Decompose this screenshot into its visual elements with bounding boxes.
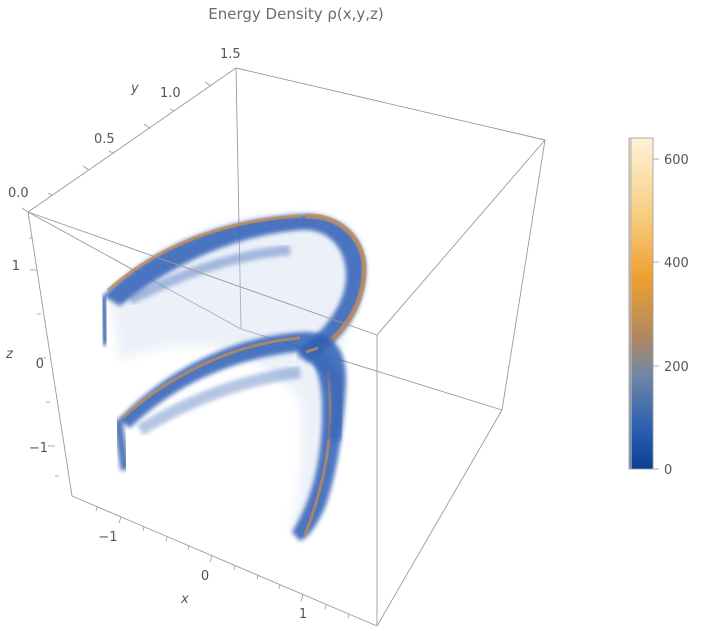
density-volume xyxy=(99,213,367,541)
colorbar-tick-label: 600 xyxy=(664,153,689,168)
y-axis-label: y xyxy=(130,81,139,96)
colorbar-tick-label: 400 xyxy=(664,256,689,271)
x-axis-ticks xyxy=(95,506,350,619)
y-tick-label: 0.0 xyxy=(8,186,29,201)
x-tick-label: −1 xyxy=(98,530,117,545)
y-tick-label: 0.5 xyxy=(94,132,115,147)
colorbar-tick-label: 200 xyxy=(664,360,689,375)
colorbar: 0 200 400 600 xyxy=(628,137,689,478)
z-axis-label: z xyxy=(5,347,14,362)
x-tick-label: 1 xyxy=(299,607,307,622)
y-tick-label: 1.0 xyxy=(160,86,181,101)
x-axis-label: x xyxy=(180,592,189,607)
z-tick-label: −1 xyxy=(29,441,48,456)
z-axis-ticks xyxy=(29,237,59,477)
y-axis-ticks xyxy=(21,81,212,213)
colorbar-tick-label: 0 xyxy=(664,463,672,478)
colorbar-gradient xyxy=(628,137,654,470)
chart-title: Energy Density ρ(x,y,z) xyxy=(208,5,383,23)
y-tick-labels: 0.0 0.5 1.0 1.5 xyxy=(8,47,241,201)
plot-box-front xyxy=(27,67,546,627)
z-tick-label: 0 xyxy=(36,357,44,372)
x-tick-label: 0 xyxy=(201,569,209,584)
y-tick-label: 1.5 xyxy=(220,47,241,62)
x-tick-labels: −1 0 1 xyxy=(98,530,307,622)
z-tick-labels: 1 0 −1 xyxy=(12,259,48,456)
z-tick-label: 1 xyxy=(12,259,20,274)
